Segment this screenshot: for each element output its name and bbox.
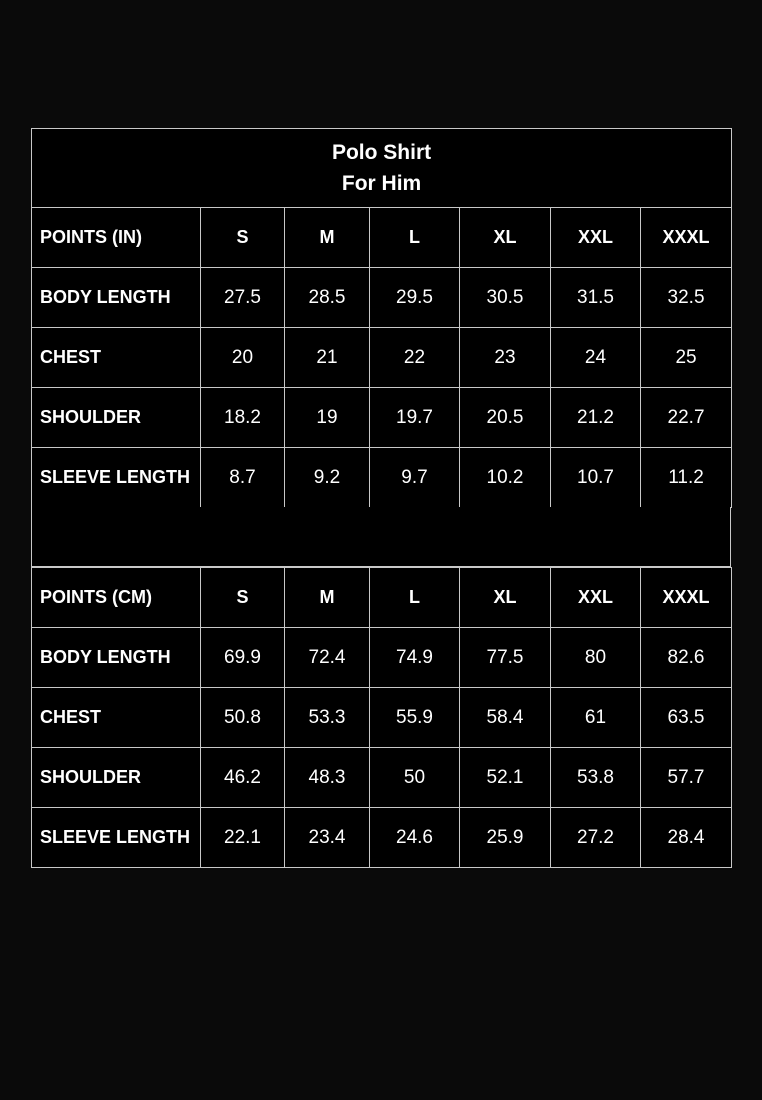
measurement-cell: 24	[550, 327, 641, 388]
measurement-cell: 24.6	[369, 807, 460, 868]
title-line-2: For Him	[341, 172, 422, 195]
row-label: CHEST	[31, 327, 201, 388]
measurement-cell: 57.7	[640, 747, 732, 808]
size-chart-cm: POINTS (CM) S M L XL XXL XXXL BODY LENGTH 69.9 72…	[31, 567, 732, 868]
row-label: SHOULDER	[31, 747, 201, 808]
measurement-cell: 46.2	[200, 747, 285, 808]
measurement-cell: 25.9	[459, 807, 551, 868]
row-label: BODY LENGTH	[31, 627, 201, 688]
measurement-cell: 18.2	[200, 387, 285, 448]
size-header-m: M	[284, 567, 370, 628]
table-row: SHOULDER 46.2 48.3 50 52.1 53.8 57.7	[31, 747, 732, 808]
row-label: SHOULDER	[31, 387, 201, 448]
points-header: POINTS (IN)	[31, 207, 201, 268]
row-label: BODY LENGTH	[31, 267, 201, 328]
measurement-cell: 55.9	[369, 687, 460, 748]
measurement-cell: 9.2	[284, 447, 370, 508]
table-row: SLEEVE LENGTH 8.7 9.2 9.7 10.2 10.7 11.2	[31, 447, 733, 508]
measurement-cell: 31.5	[550, 267, 641, 328]
measurement-cell: 19.7	[369, 387, 460, 448]
measurement-cell: 32.5	[639, 267, 733, 328]
title-line-1: Polo Shirt	[331, 141, 432, 164]
size-header-xxl: XXL	[550, 567, 641, 628]
measurement-cell: 10.2	[459, 447, 551, 508]
measurement-cell: 74.9	[369, 627, 460, 688]
measurement-cell: 28.4	[640, 807, 732, 868]
measurement-cell: 82.6	[640, 627, 732, 688]
section-spacer	[31, 507, 731, 567]
measurement-cell: 22	[369, 327, 460, 388]
size-header-s: S	[200, 207, 285, 268]
measurement-cell: 77.5	[459, 627, 551, 688]
measurement-cell: 53.3	[284, 687, 370, 748]
points-header: POINTS (CM)	[31, 567, 201, 628]
measurement-cell: 48.3	[284, 747, 370, 808]
measurement-cell: 8.7	[200, 447, 285, 508]
size-header-xxl: XXL	[550, 207, 641, 268]
measurement-cell: 19	[284, 387, 370, 448]
size-header-xl: XL	[459, 207, 551, 268]
measurement-cell: 29.5	[369, 267, 460, 328]
measurement-cell: 52.1	[459, 747, 551, 808]
measurement-cell: 23.4	[284, 807, 370, 868]
measurement-cell: 53.8	[550, 747, 641, 808]
measurement-cell: 27.2	[550, 807, 641, 868]
table-row: SLEEVE LENGTH 22.1 23.4 24.6 25.9 27.2 28.4	[31, 807, 732, 868]
measurement-cell: 72.4	[284, 627, 370, 688]
measurement-cell: 22.1	[200, 807, 285, 868]
chart-title: Polo Shirt For Him	[30, 128, 733, 208]
measurement-cell: 21	[284, 327, 370, 388]
measurement-cell: 11.2	[639, 447, 733, 508]
size-header-l: L	[369, 207, 460, 268]
measurement-cell: 63.5	[640, 687, 732, 748]
measurement-cell: 21.2	[550, 387, 641, 448]
measurement-cell: 25	[639, 327, 733, 388]
measurement-cell: 50	[369, 747, 460, 808]
size-header-l: L	[369, 567, 460, 628]
measurement-cell: 20.5	[459, 387, 551, 448]
measurement-cell: 23	[459, 327, 551, 388]
row-label: CHEST	[31, 687, 201, 748]
size-header-s: S	[200, 567, 285, 628]
header-row: POINTS (CM) S M L XL XXL XXXL	[31, 567, 732, 628]
header-row: POINTS (IN) S M L XL XXL XXXL	[31, 207, 733, 268]
size-header-xxxl: XXXL	[640, 567, 732, 628]
measurement-cell: 9.7	[369, 447, 460, 508]
row-label: SLEEVE LENGTH	[31, 807, 201, 868]
size-header-m: M	[284, 207, 370, 268]
size-header-xxxl: XXXL	[639, 207, 733, 268]
measurement-cell: 58.4	[459, 687, 551, 748]
measurement-cell: 28.5	[284, 267, 370, 328]
measurement-cell: 50.8	[200, 687, 285, 748]
table-row: SHOULDER 18.2 19 19.7 20.5 21.2 22.7	[31, 387, 733, 448]
measurement-cell: 27.5	[200, 267, 285, 328]
measurement-cell: 30.5	[459, 267, 551, 328]
table-row: CHEST 20 21 22 23 24 25	[31, 327, 733, 388]
measurement-cell: 10.7	[550, 447, 641, 508]
measurement-cell: 20	[200, 327, 285, 388]
size-header-xl: XL	[459, 567, 551, 628]
table-row: BODY LENGTH 27.5 28.5 29.5 30.5 31.5 32.5	[31, 267, 733, 328]
measurement-cell: 69.9	[200, 627, 285, 688]
size-chart-inches: Polo Shirt For Him POINTS (IN) S M L XL XXL XX…	[30, 128, 733, 508]
row-label: SLEEVE LENGTH	[31, 447, 201, 508]
table-row: CHEST 50.8 53.3 55.9 58.4 61 63.5	[31, 687, 732, 748]
measurement-cell: 80	[550, 627, 641, 688]
measurement-cell: 22.7	[639, 387, 733, 448]
measurement-cell: 61	[550, 687, 641, 748]
table-row: BODY LENGTH 69.9 72.4 74.9 77.5 80 82.6	[31, 627, 732, 688]
